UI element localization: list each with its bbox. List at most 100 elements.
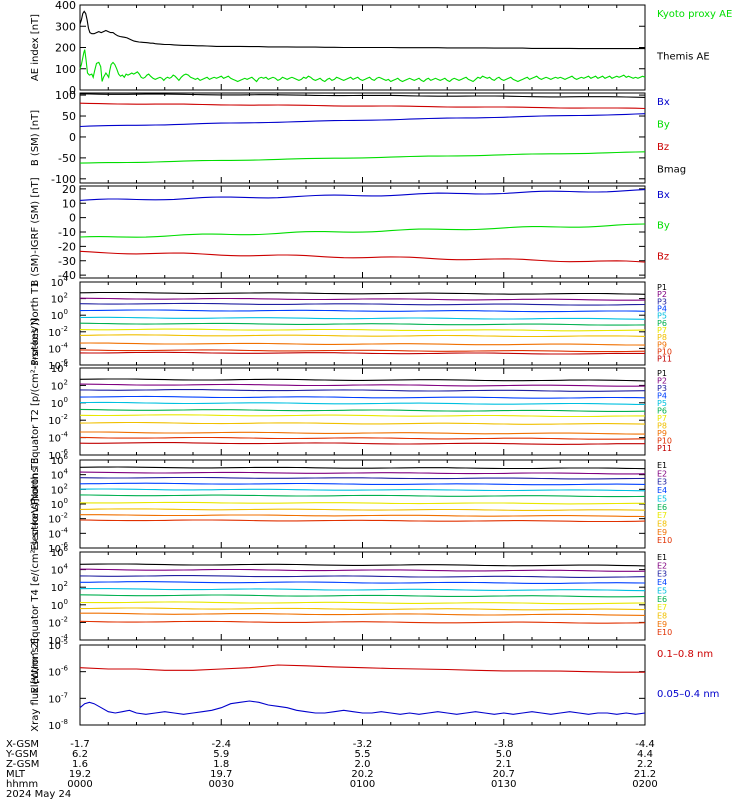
series-line-E7 bbox=[79, 601, 646, 605]
legend-entry: P8 bbox=[657, 333, 667, 342]
y-axis-label: Protons Equator T2 [p/(cm²-s-sr-keV)] bbox=[30, 318, 41, 505]
legend-entry: 0.1–0.8 nm bbox=[657, 649, 713, 660]
y-tick-label: 10-6 bbox=[48, 665, 68, 679]
y-tick-label: -20 bbox=[58, 240, 76, 253]
y-tick-exponent: 0 bbox=[64, 598, 68, 606]
y-tick-exponent: 2 bbox=[64, 378, 68, 386]
series-line-Bz bbox=[79, 250, 646, 263]
series-line-By bbox=[79, 223, 646, 238]
series-line-Bz bbox=[79, 102, 646, 110]
series-line-E4 bbox=[80, 581, 646, 584]
legend-entry: E5 bbox=[657, 494, 667, 503]
legend-entry: P1 bbox=[657, 283, 667, 292]
y-tick-label: -50 bbox=[58, 152, 76, 165]
series-line-Bmag bbox=[79, 93, 646, 98]
y-tick-exponent: -2 bbox=[61, 325, 68, 333]
legend-entry: By bbox=[657, 221, 670, 232]
legend-entry: 0.05–0.4 nm bbox=[657, 689, 719, 700]
series-line-P7 bbox=[79, 414, 645, 418]
legend-entry: Bz bbox=[657, 142, 669, 153]
legend-entry: P5 bbox=[657, 312, 667, 321]
series-line-E5 bbox=[79, 488, 646, 492]
series-line-P3 bbox=[79, 302, 646, 306]
y-tick-label: 10-8 bbox=[48, 718, 68, 732]
legend-entry: P4 bbox=[657, 305, 667, 314]
legend-entry: E2 bbox=[657, 561, 667, 570]
y-tick-exponent: -4 bbox=[61, 431, 69, 439]
legend-entry: P3 bbox=[657, 297, 667, 306]
legend-entry: E7 bbox=[657, 603, 667, 612]
series-line-P9 bbox=[80, 431, 645, 435]
y-tick-label: 10-2 bbox=[48, 413, 68, 427]
series-line-E6 bbox=[79, 594, 646, 598]
y-tick-exponent: 4 bbox=[64, 275, 69, 283]
series-line-0.1-0.8 nm bbox=[79, 664, 645, 673]
legend-entry: E10 bbox=[657, 628, 672, 637]
legend-entry: P8 bbox=[657, 422, 667, 431]
y-tick-label: 10-5 bbox=[48, 638, 68, 652]
series-line-P11 bbox=[79, 351, 645, 355]
legend-entry: P9 bbox=[657, 429, 667, 438]
legend-entry: P6 bbox=[657, 319, 667, 328]
y-tick-exponent: 0 bbox=[64, 497, 68, 505]
y-tick-label: 200 bbox=[55, 42, 76, 55]
y-tick-exponent: -6 bbox=[61, 541, 69, 549]
footer-value: 2.0 bbox=[355, 759, 371, 770]
y-tick-label: 10-4 bbox=[48, 526, 68, 540]
y-tick-exponent: 6 bbox=[64, 545, 69, 553]
y-axis-label: Xray flux [W/m^2] bbox=[30, 638, 41, 732]
footer-value: 1.8 bbox=[213, 759, 229, 770]
y-tick-label: 400 bbox=[55, 0, 76, 12]
legend-entry: P3 bbox=[657, 384, 667, 393]
y-axis-label: Electrons North T3 bbox=[30, 457, 41, 550]
series-line-P4 bbox=[79, 309, 646, 313]
y-axis-label: Electrons Equator T4 [e/(cm²-s-sr-keV)] bbox=[30, 498, 41, 693]
series-line-P5 bbox=[79, 316, 646, 320]
legend-entry: P10 bbox=[657, 437, 672, 446]
y-tick-exponent: -7 bbox=[61, 691, 68, 699]
y-axis-label: Protons North T1 bbox=[30, 281, 41, 365]
legend-entry: E4 bbox=[657, 578, 667, 587]
footer-value: 19.7 bbox=[210, 769, 232, 780]
legend-entry: P2 bbox=[657, 290, 667, 299]
series-line-Bx bbox=[79, 189, 646, 201]
legend-entry: E5 bbox=[657, 586, 667, 595]
y-axis-label: B (SM) [nT] bbox=[30, 110, 41, 166]
legend-entry: E6 bbox=[657, 595, 667, 604]
y-tick-label: 100 bbox=[55, 89, 76, 102]
legend-entry: E4 bbox=[657, 486, 667, 495]
footer-value: 0030 bbox=[209, 779, 234, 790]
y-tick-exponent: 0 bbox=[64, 396, 68, 404]
legend-entry: P9 bbox=[657, 340, 667, 349]
legend-entry: P7 bbox=[657, 414, 667, 423]
footer-value: 20.2 bbox=[351, 769, 373, 780]
footer-value: 21.2 bbox=[634, 769, 656, 780]
series-line-Kyoto proxy AE bbox=[79, 49, 646, 83]
footer-value: 6.2 bbox=[72, 749, 88, 760]
series-line-E7 bbox=[79, 501, 645, 505]
y-tick-exponent: -6 bbox=[61, 358, 69, 366]
series-line-P1 bbox=[79, 378, 646, 382]
y-tick-label: 10 bbox=[62, 197, 76, 210]
y-tick-label: -40 bbox=[58, 269, 76, 282]
legend-entry: E3 bbox=[657, 570, 667, 579]
y-tick-label: 100 bbox=[51, 308, 68, 322]
series-line-P2 bbox=[79, 297, 646, 301]
y-tick-label: 10-2 bbox=[48, 615, 68, 629]
y-tick-exponent: 0 bbox=[64, 308, 68, 316]
series-line-P9 bbox=[79, 342, 646, 346]
series-line-P7 bbox=[79, 328, 646, 332]
series-line-By bbox=[79, 151, 646, 164]
y-tick-label: 102 bbox=[51, 378, 68, 392]
legend-entry: E9 bbox=[657, 528, 667, 537]
series-line-E4 bbox=[79, 482, 646, 486]
y-axis-label: B (SM)-IGRF (SM) [nT] bbox=[30, 177, 41, 286]
series-line-Bx bbox=[79, 113, 646, 128]
footer-value: 19.2 bbox=[69, 769, 91, 780]
footer-label: 2024 May 24 bbox=[6, 789, 71, 800]
legend-entry: E6 bbox=[657, 503, 667, 512]
